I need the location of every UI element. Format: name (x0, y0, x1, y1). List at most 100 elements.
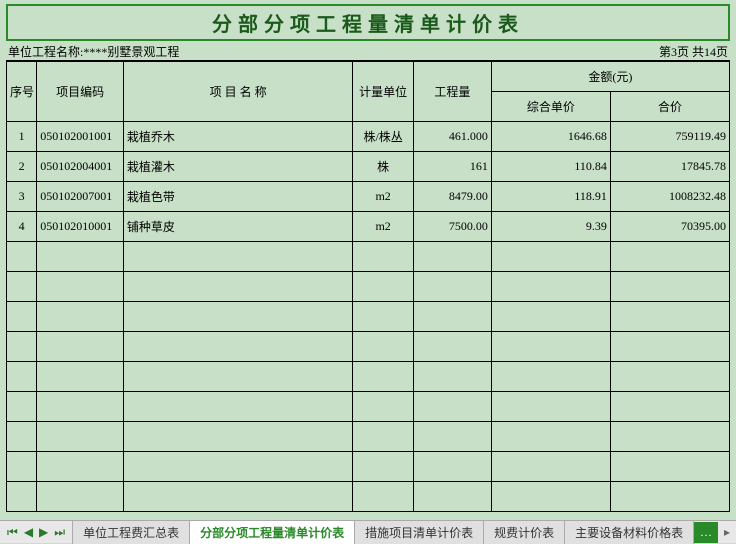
table-row (7, 362, 730, 392)
table-row: 2050102004001栽植灌木株161110.8417845.78 (7, 152, 730, 182)
cell-unit (353, 452, 414, 482)
cell-name (123, 362, 352, 392)
cell-total (610, 362, 729, 392)
cell-unit (353, 242, 414, 272)
cell-seq: 1 (7, 122, 37, 152)
cell-seq: 3 (7, 182, 37, 212)
table-row (7, 242, 730, 272)
cell-name (123, 452, 352, 482)
cell-qty: 7500.00 (413, 212, 491, 242)
cell-uprice (491, 272, 610, 302)
nav-prev-icon[interactable]: ◀ (21, 525, 36, 540)
project-name: 单位工程名称:****别墅景观工程 (8, 43, 179, 60)
cell-seq (7, 392, 37, 422)
sheet-tab[interactable]: 措施项目清单计价表 (354, 520, 484, 544)
cell-code (37, 422, 124, 452)
table-row (7, 392, 730, 422)
cell-code (37, 242, 124, 272)
cell-name (123, 242, 352, 272)
sheet-tab[interactable]: 主要设备材料价格表 (564, 520, 694, 544)
cell-name (123, 332, 352, 362)
cell-total (610, 392, 729, 422)
table-row: 3050102007001栽植色带m28479.00118.911008232.… (7, 182, 730, 212)
cell-total (610, 242, 729, 272)
cell-uprice: 118.91 (491, 182, 610, 212)
cell-name (123, 392, 352, 422)
nav-last-icon[interactable]: ⏭ (51, 525, 68, 540)
cell-total (610, 482, 729, 512)
scroll-right-icon[interactable]: ▸ (718, 525, 736, 540)
th-name: 项 目 名 称 (123, 62, 352, 122)
nav-next-icon[interactable]: ▶ (36, 525, 51, 540)
sheet-tab[interactable]: 规费计价表 (483, 520, 565, 544)
table-row (7, 272, 730, 302)
cell-total (610, 452, 729, 482)
cell-name (123, 272, 352, 302)
cell-uprice (491, 482, 610, 512)
cell-code (37, 332, 124, 362)
cell-code (37, 482, 124, 512)
cell-seq (7, 302, 37, 332)
cell-unit: 株 (353, 152, 414, 182)
cell-qty: 461.000 (413, 122, 491, 152)
bill-table: 序号 项目编码 项 目 名 称 计量单位 工程量 金额(元) 综合单价 合价 1… (6, 61, 730, 512)
cell-code (37, 392, 124, 422)
cell-code: 050102007001 (37, 182, 124, 212)
cell-seq (7, 422, 37, 452)
cell-qty (413, 422, 491, 452)
cell-uprice (491, 392, 610, 422)
cell-qty (413, 362, 491, 392)
th-qty: 工程量 (413, 62, 491, 122)
cell-unit (353, 392, 414, 422)
cell-name (123, 482, 352, 512)
cell-qty (413, 302, 491, 332)
cell-seq (7, 332, 37, 362)
cell-unit: m2 (353, 212, 414, 242)
sheet-tab[interactable]: 单位工程费汇总表 (72, 520, 190, 544)
sheet-tab-bar: ⏮ ◀ ▶ ⏭ 单位工程费汇总表分部分项工程量清单计价表措施项目清单计价表规费计… (0, 520, 736, 543)
tab-more-button[interactable]: … (694, 522, 718, 543)
cell-name (123, 422, 352, 452)
cell-uprice: 1646.68 (491, 122, 610, 152)
cell-seq (7, 452, 37, 482)
cell-unit (353, 482, 414, 512)
cell-unit: 株/株丛 (353, 122, 414, 152)
cell-name: 栽植灌木 (123, 152, 352, 182)
table-row: 1050102001001栽植乔木株/株丛461.0001646.6875911… (7, 122, 730, 152)
cell-code (37, 302, 124, 332)
cell-name: 栽植乔木 (123, 122, 352, 152)
cell-name (123, 302, 352, 332)
cell-uprice: 9.39 (491, 212, 610, 242)
cell-unit (353, 362, 414, 392)
th-uprice: 综合单价 (491, 92, 610, 122)
nav-first-icon[interactable]: ⏮ (4, 525, 21, 540)
cell-code (37, 272, 124, 302)
table-row (7, 422, 730, 452)
cell-total: 1008232.48 (610, 182, 729, 212)
cell-code: 050102001001 (37, 122, 124, 152)
cell-qty (413, 392, 491, 422)
table-row (7, 332, 730, 362)
cell-total (610, 272, 729, 302)
sheet-tab[interactable]: 分部分项工程量清单计价表 (189, 520, 355, 544)
cell-name: 栽植色带 (123, 182, 352, 212)
cell-seq (7, 242, 37, 272)
cell-seq (7, 362, 37, 392)
cell-unit (353, 422, 414, 452)
th-unit: 计量单位 (353, 62, 414, 122)
cell-code: 050102010001 (37, 212, 124, 242)
cell-unit: m2 (353, 182, 414, 212)
cell-uprice (491, 452, 610, 482)
table-row: 4050102010001铺种草皮m27500.009.3970395.00 (7, 212, 730, 242)
cell-unit (353, 302, 414, 332)
th-seq: 序号 (7, 62, 37, 122)
cell-unit (353, 272, 414, 302)
cell-uprice (491, 362, 610, 392)
cell-uprice (491, 302, 610, 332)
cell-uprice: 110.84 (491, 152, 610, 182)
cell-total: 17845.78 (610, 152, 729, 182)
table-row (7, 482, 730, 512)
cell-code: 050102004001 (37, 152, 124, 182)
cell-unit (353, 332, 414, 362)
cell-seq: 4 (7, 212, 37, 242)
